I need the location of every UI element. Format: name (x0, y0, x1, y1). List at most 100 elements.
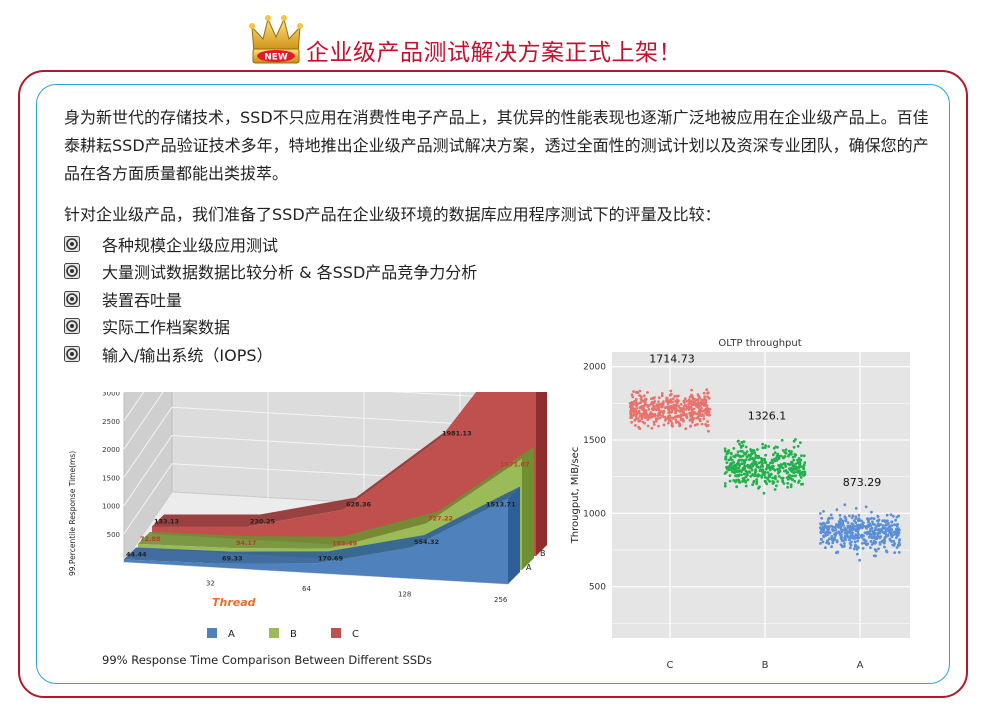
data-point (877, 547, 880, 551)
data-point (868, 517, 871, 521)
data-point (735, 478, 738, 482)
data-point (777, 456, 781, 460)
data-point (831, 541, 835, 545)
data-point (802, 466, 805, 470)
data-point (776, 480, 780, 483)
data-point (685, 399, 689, 403)
data-point (657, 400, 660, 404)
data-point (639, 401, 642, 405)
data-label: 133.13 (154, 517, 179, 525)
data-point (679, 403, 683, 406)
data-point (819, 522, 822, 526)
data-point (832, 538, 836, 542)
data-point (660, 402, 664, 406)
data-point (704, 410, 708, 414)
data-point (794, 438, 797, 441)
data-point (669, 389, 673, 393)
data-point (744, 445, 748, 449)
data-point (651, 402, 655, 406)
data-point (705, 388, 709, 392)
data-point (706, 395, 709, 399)
data-point (760, 476, 764, 479)
y-tick-label: 3000 (102, 392, 120, 398)
data-point (860, 519, 863, 523)
data-point (893, 542, 897, 546)
data-point (848, 546, 852, 550)
data-point (887, 525, 891, 529)
data-point (830, 534, 834, 538)
data-point (751, 464, 754, 468)
gridline (123, 392, 547, 450)
data-point (690, 388, 693, 392)
data-point (658, 416, 662, 420)
series-end-label: A (526, 563, 532, 572)
data-point (689, 406, 693, 410)
data-point (629, 413, 633, 416)
data-point (774, 445, 778, 449)
data-label: 628.36 (346, 500, 372, 508)
data-point (796, 471, 800, 474)
data-point (690, 416, 694, 420)
data-point (683, 397, 687, 401)
data-point (846, 526, 850, 529)
data-point (665, 417, 669, 420)
y-axis-title: 99.Percentile Response Time(ms) (68, 451, 77, 576)
data-point (801, 482, 805, 486)
mean-label: 873.29 (843, 476, 882, 489)
data-point (748, 457, 752, 461)
x-tick-label: A (857, 660, 864, 671)
legend-label: A (228, 629, 235, 640)
list-item-label: 大量测试数据数据比较分析 & 各SSD产品竞争力分析 (102, 263, 478, 283)
data-point (770, 472, 773, 476)
data-point (835, 508, 839, 512)
list-item-label: 装置吞吐量 (102, 290, 183, 310)
data-point (749, 474, 753, 478)
data-point (794, 462, 797, 466)
data-point (751, 483, 754, 487)
data-label: 1513.71 (486, 500, 516, 508)
data-point (852, 527, 856, 531)
x-tick-label: C (667, 660, 674, 671)
data-point (849, 536, 852, 540)
data-point (669, 392, 673, 396)
data-point (773, 459, 777, 463)
data-point (742, 440, 746, 444)
y-tick-label: 2500 (102, 418, 120, 426)
list-item: 实际工作档案数据 (64, 313, 477, 341)
legend-swatch (331, 628, 341, 638)
data-point (889, 528, 892, 532)
data-point (654, 405, 658, 408)
data-point (761, 442, 765, 446)
data-point (638, 394, 641, 397)
data-point (728, 466, 732, 469)
data-point (681, 413, 685, 417)
data-point (740, 470, 743, 473)
data-point (874, 548, 878, 552)
data-point (657, 403, 661, 406)
data-point (759, 460, 763, 464)
data-point (685, 413, 688, 416)
data-point (755, 480, 759, 484)
data-point (784, 465, 788, 468)
data-point (768, 479, 771, 483)
data-point (763, 476, 767, 479)
data-point (841, 521, 844, 525)
data-point (873, 523, 877, 526)
data-point (739, 449, 743, 453)
data-label: 183.49 (332, 540, 358, 548)
data-point (758, 468, 762, 472)
data-point (853, 519, 856, 523)
data-point (799, 441, 802, 444)
data-point (852, 547, 856, 551)
data-point (784, 451, 788, 455)
data-point (896, 523, 899, 526)
data-point (881, 527, 884, 531)
data-point (671, 397, 675, 401)
data-point (735, 485, 739, 489)
data-point (857, 523, 860, 527)
y-tick-label: 500 (107, 531, 120, 539)
mean-label: 1326.1 (748, 410, 787, 423)
data-point (674, 407, 678, 410)
data-point (862, 521, 865, 525)
data-point (678, 424, 681, 428)
